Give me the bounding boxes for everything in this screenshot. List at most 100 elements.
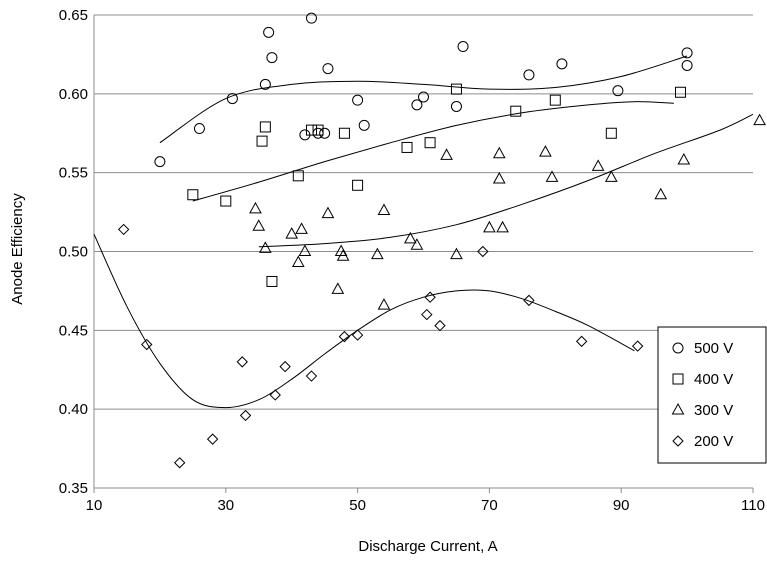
point-400v	[338, 127, 350, 139]
point-500v	[523, 69, 535, 81]
point-300v	[654, 187, 668, 200]
point-300v	[295, 222, 308, 234]
point-400v	[312, 124, 324, 136]
x-tick-label: 30	[217, 497, 234, 514]
point-500v	[305, 12, 317, 24]
y-tick-label: 0.55	[59, 165, 88, 182]
point-500v	[556, 58, 568, 70]
point-300v	[410, 238, 424, 250]
point-200v	[351, 329, 364, 341]
point-300v	[604, 170, 618, 182]
point-300v	[677, 153, 691, 165]
point-300v	[291, 255, 305, 268]
point-300v	[321, 206, 335, 219]
point-500v	[322, 63, 334, 75]
point-300v	[440, 148, 453, 160]
point-400v	[424, 137, 436, 149]
legend-marker-diamond	[672, 435, 684, 447]
point-200v	[269, 389, 281, 401]
point-300v	[496, 220, 509, 233]
x-tick-label: 70	[481, 497, 498, 514]
point-200v	[239, 409, 252, 422]
point-200v	[338, 330, 351, 343]
point-500v	[418, 91, 429, 103]
axes	[93, 15, 754, 493]
point-400v	[401, 141, 413, 153]
point-500v	[411, 99, 423, 111]
point-200v	[206, 433, 219, 445]
legend-marker-triangle	[671, 402, 685, 415]
trendline-400v	[192, 101, 674, 202]
point-400v	[450, 83, 462, 95]
point-500v	[263, 26, 275, 38]
point-500v	[319, 127, 331, 139]
point-300v	[492, 146, 506, 159]
point-300v	[334, 244, 348, 256]
point-200v	[434, 319, 446, 332]
trendline-300v	[258, 113, 754, 248]
point-300v	[336, 249, 350, 261]
point-200v	[305, 370, 318, 382]
point-500v	[358, 119, 370, 131]
point-400v	[187, 189, 199, 201]
point-300v	[249, 201, 262, 214]
point-200v	[424, 291, 436, 303]
point-300v	[403, 231, 417, 244]
gridlines	[94, 14, 753, 410]
point-300v	[591, 159, 605, 171]
point-200v	[421, 308, 433, 321]
point-400v	[256, 135, 268, 147]
point-400v	[675, 86, 687, 98]
trendline-500v	[159, 55, 688, 144]
point-300v	[252, 219, 266, 231]
trendline-200v	[93, 233, 635, 409]
point-200v	[117, 223, 130, 236]
point-200v	[575, 335, 588, 348]
y-tick-label: 0.45	[59, 322, 88, 339]
trendlines	[93, 55, 754, 409]
x-tick-label: 10	[86, 497, 103, 514]
point-500v	[226, 93, 238, 105]
point-400v	[292, 170, 304, 182]
x-axis-title: Discharge Current, A	[358, 538, 497, 555]
point-400v	[259, 121, 271, 133]
point-500v	[193, 123, 205, 135]
point-200v	[279, 360, 291, 373]
point-300v	[377, 298, 391, 310]
point-300v	[545, 170, 559, 182]
legend-marker-circle	[672, 342, 684, 354]
x-tick-label: 110	[741, 497, 765, 514]
point-200v	[173, 457, 186, 469]
legend: 500 V 400 V 300 V 200 V	[657, 326, 767, 464]
legend-marker-square	[672, 373, 684, 385]
legend-label: 400 V	[694, 371, 733, 388]
point-500v	[612, 85, 624, 97]
x-tick-label: 90	[613, 497, 630, 514]
point-300v	[377, 203, 391, 216]
point-400v	[352, 179, 364, 191]
point-200v	[523, 294, 535, 307]
point-500v	[352, 94, 364, 106]
y-tick-label: 0.35	[59, 480, 88, 497]
point-400v	[605, 127, 617, 139]
tick-labels: 0.35 0.40 0.45 0.50 0.55 0.60 0.65 10 30 50 70 90 11…	[59, 7, 765, 514]
point-300v	[753, 113, 766, 126]
point-300v	[539, 145, 552, 157]
point-300v	[298, 244, 312, 256]
data-points	[117, 12, 766, 469]
point-500v	[266, 52, 278, 64]
point-500v	[681, 59, 693, 71]
point-300v	[285, 227, 299, 239]
point-200v	[631, 340, 644, 352]
y-tick-label: 0.40	[59, 401, 88, 418]
y-tick-label: 0.60	[59, 86, 88, 103]
point-200v	[477, 245, 489, 258]
point-500v	[259, 78, 271, 90]
x-tick-label: 50	[349, 497, 366, 514]
legend-box	[657, 326, 767, 464]
legend-label: 500 V	[694, 340, 733, 357]
point-400v	[220, 195, 232, 207]
y-tick-label: 0.50	[59, 244, 88, 261]
